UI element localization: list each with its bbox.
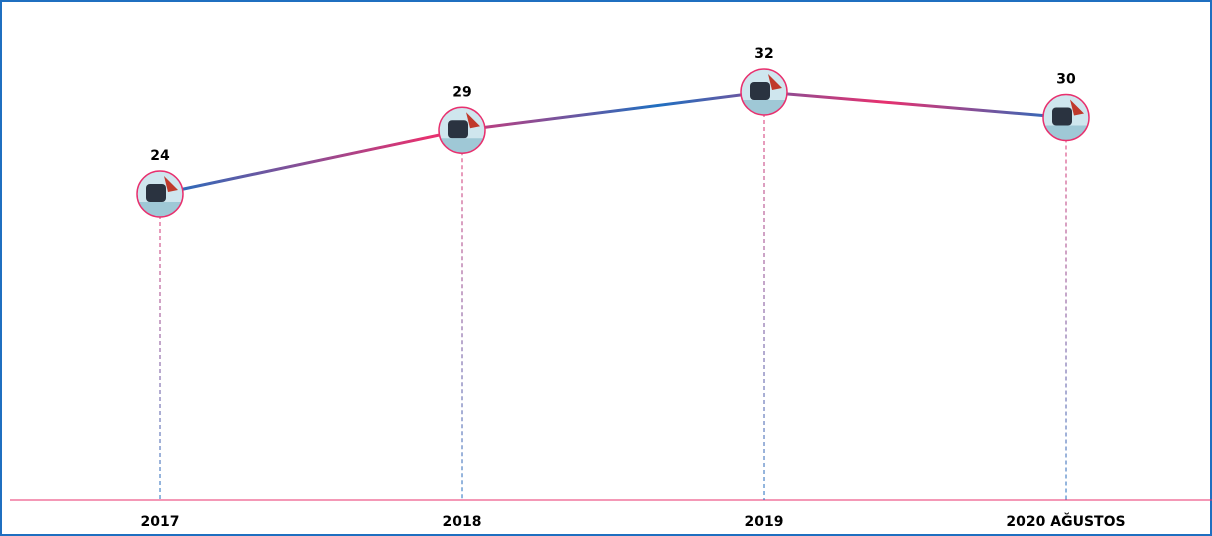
x-tick-label: 2017 (141, 514, 180, 530)
marker (1042, 93, 1090, 142)
x-tick-label: 2019 (745, 514, 784, 530)
icon-flag (768, 74, 782, 90)
icon-body (146, 184, 166, 202)
marker-ring (1042, 93, 1090, 142)
marker-ring (740, 68, 788, 116)
icon-flag (164, 176, 178, 192)
line (159, 90, 1067, 196)
marker (438, 106, 486, 154)
marker (136, 170, 184, 218)
data-label: 32 (754, 46, 773, 62)
x-tick-label: 2018 (443, 514, 482, 530)
icon-flag (1070, 99, 1084, 116)
marker (740, 68, 788, 116)
data-label: 30 (1056, 72, 1076, 88)
x-tick-label: 2020 AĞUSTOS (1006, 512, 1125, 530)
marker-ring (136, 170, 184, 218)
icon-body (1052, 107, 1072, 126)
marker-ring (438, 106, 486, 154)
data-label: 29 (452, 84, 471, 100)
icon-flag (466, 112, 480, 129)
icon-body (750, 82, 770, 100)
icon-body (448, 120, 468, 139)
data-label: 24 (150, 148, 170, 164)
